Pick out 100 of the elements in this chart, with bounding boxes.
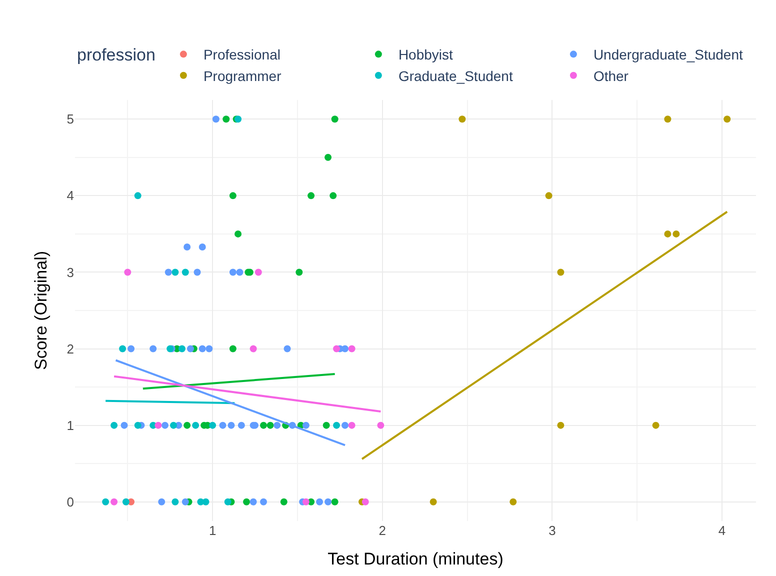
point (266, 422, 274, 429)
point (284, 345, 291, 352)
point (664, 230, 672, 238)
point (296, 268, 303, 276)
point (331, 498, 338, 506)
point (324, 154, 332, 161)
point (362, 498, 369, 506)
point (198, 243, 206, 250)
x-tick-label: 3 (548, 523, 556, 538)
point (228, 422, 235, 429)
point (192, 422, 200, 429)
y-tick-label: 0 (66, 494, 74, 510)
point (330, 192, 337, 200)
point (178, 345, 186, 352)
point (170, 422, 177, 429)
point (229, 192, 236, 200)
point (545, 192, 552, 200)
point (134, 422, 142, 429)
point (324, 498, 332, 506)
point (458, 116, 466, 123)
point (557, 268, 564, 276)
point (110, 422, 118, 429)
point (724, 116, 731, 123)
point (260, 498, 268, 506)
point (134, 192, 142, 200)
point (316, 498, 324, 506)
point (122, 498, 130, 506)
point (342, 345, 349, 352)
y-axis-title: Score (Original) (31, 250, 50, 370)
point (206, 345, 213, 352)
legend-label: Other (593, 68, 629, 84)
point (250, 345, 257, 352)
point (652, 422, 660, 429)
point (198, 345, 206, 352)
point (182, 268, 189, 276)
point (333, 422, 340, 429)
point (331, 116, 338, 123)
x-axis-title: Test Duration (minutes) (328, 549, 504, 568)
point (222, 116, 230, 123)
point (202, 498, 210, 506)
legend-title: profession (77, 46, 156, 65)
point (229, 268, 236, 276)
point (510, 498, 517, 506)
legend-label: Undergraduate_Student (593, 46, 743, 63)
legend-label: Programmer (203, 68, 282, 84)
point (229, 345, 236, 352)
legend-label: Professional (203, 46, 280, 63)
point (186, 345, 194, 352)
x-tick-label: 4 (718, 523, 726, 538)
point (158, 498, 166, 506)
legend-label: Graduate_Student (398, 68, 513, 84)
point (377, 422, 384, 429)
point (150, 345, 157, 352)
point (308, 192, 315, 200)
point (430, 498, 437, 506)
point (348, 345, 356, 352)
point (238, 422, 245, 429)
point (254, 268, 262, 276)
point (212, 116, 220, 123)
point (209, 422, 216, 429)
point (172, 268, 179, 276)
point (184, 243, 191, 250)
point (234, 230, 242, 238)
point (128, 345, 135, 352)
y-tick-label: 3 (66, 264, 74, 280)
y-tick-label: 1 (66, 418, 74, 433)
point (672, 230, 680, 238)
point (342, 422, 349, 429)
point (119, 345, 126, 352)
point (184, 422, 191, 429)
point (302, 422, 310, 429)
y-tick-label: 4 (66, 188, 74, 204)
point (274, 422, 281, 429)
point (322, 422, 330, 429)
point (224, 498, 232, 506)
point (280, 498, 288, 506)
point (182, 498, 189, 506)
point (219, 422, 226, 429)
y-tick-label: 2 (66, 341, 74, 356)
point (333, 345, 340, 352)
point (102, 498, 110, 506)
point (162, 422, 169, 429)
point (164, 268, 172, 276)
point (110, 498, 118, 506)
point (250, 498, 257, 506)
point (557, 422, 564, 429)
y-tick-label: 5 (66, 112, 74, 127)
point (120, 422, 128, 429)
point (194, 268, 201, 276)
point (124, 268, 132, 276)
point (172, 498, 179, 506)
point (260, 422, 268, 429)
point (154, 422, 162, 429)
point (243, 498, 250, 506)
x-tick-label: 2 (378, 523, 386, 538)
legend-label: Hobbyist (398, 46, 454, 63)
point (302, 498, 310, 506)
x-tick-label: 1 (208, 523, 216, 538)
point (236, 268, 244, 276)
point (664, 116, 672, 123)
